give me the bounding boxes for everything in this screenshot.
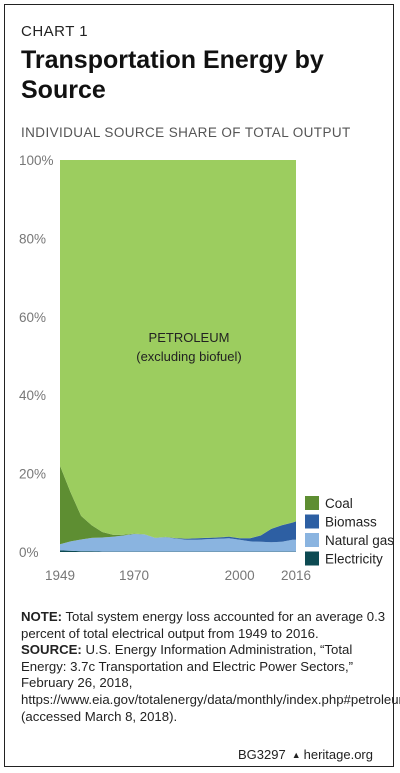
site-name[interactable]: heritage.org [303,747,373,762]
legend: Coal Biomass Natural gas Electricity [305,496,394,567]
area-petroleum-excluding-biofuel [60,160,296,539]
note-label: NOTE: [21,609,63,624]
x-tick-label: 2000 [225,568,255,583]
chart-subtitle: INDIVIDUAL SOURCE SHARE OF TOTAL OUTPUT [21,125,351,140]
chart-card: CHART 1 Transportation Energy by Source … [4,4,400,767]
chart-title: Transportation Energy by Source [21,46,324,104]
note-text: Total system energy loss accounted for a… [21,609,386,641]
y-tick-label: 0% [19,545,39,560]
legend-label: Natural gas [325,533,394,548]
y-axis: 0% 20% 40% 60% 80% 100% [19,153,54,560]
y-tick-label: 40% [19,388,46,403]
petroleum-label: PETROLEUM [149,330,230,345]
x-tick-label: 2016 [281,568,311,583]
y-tick-label: 80% [19,231,46,246]
source-text: U.S. Energy Information Administration, … [21,642,400,724]
area-natural-gas [60,534,296,552]
chart-number: CHART 1 [21,23,89,40]
footer: BG3297 ▲ heritage.org [238,747,373,762]
report-code: BG3297 [237,747,286,762]
source-label: SOURCE: [21,642,82,658]
legend-swatch [305,533,319,547]
y-tick-label: 100% [19,153,54,168]
legend-swatch [305,514,319,529]
y-tick-label: 20% [19,467,46,482]
legend-label: Coal [325,496,353,511]
heritage-logo-icon: ▲ [291,750,301,760]
legend-label: Biomass [325,515,377,530]
x-tick-label: 1949 [45,568,75,583]
legend-swatch [305,496,319,510]
x-tick-label: 1970 [119,568,149,583]
x-axis: 1949 1970 2000 2016 [45,568,311,583]
legend-label: Electricity [325,552,383,567]
legend-swatch [305,551,319,566]
area-biomass [60,521,296,545]
y-tick-label: 60% [19,310,46,325]
petroleum-sublabel: (excluding biofuel) [136,349,242,364]
area-chart: 0% 20% 40% 60% 80% 100% PETROLEUM (excluding … [19,153,394,583]
area-coal [60,465,296,545]
plot-area [60,160,296,552]
notes: NOTE: Total system energy loss accounted… [21,609,400,725]
